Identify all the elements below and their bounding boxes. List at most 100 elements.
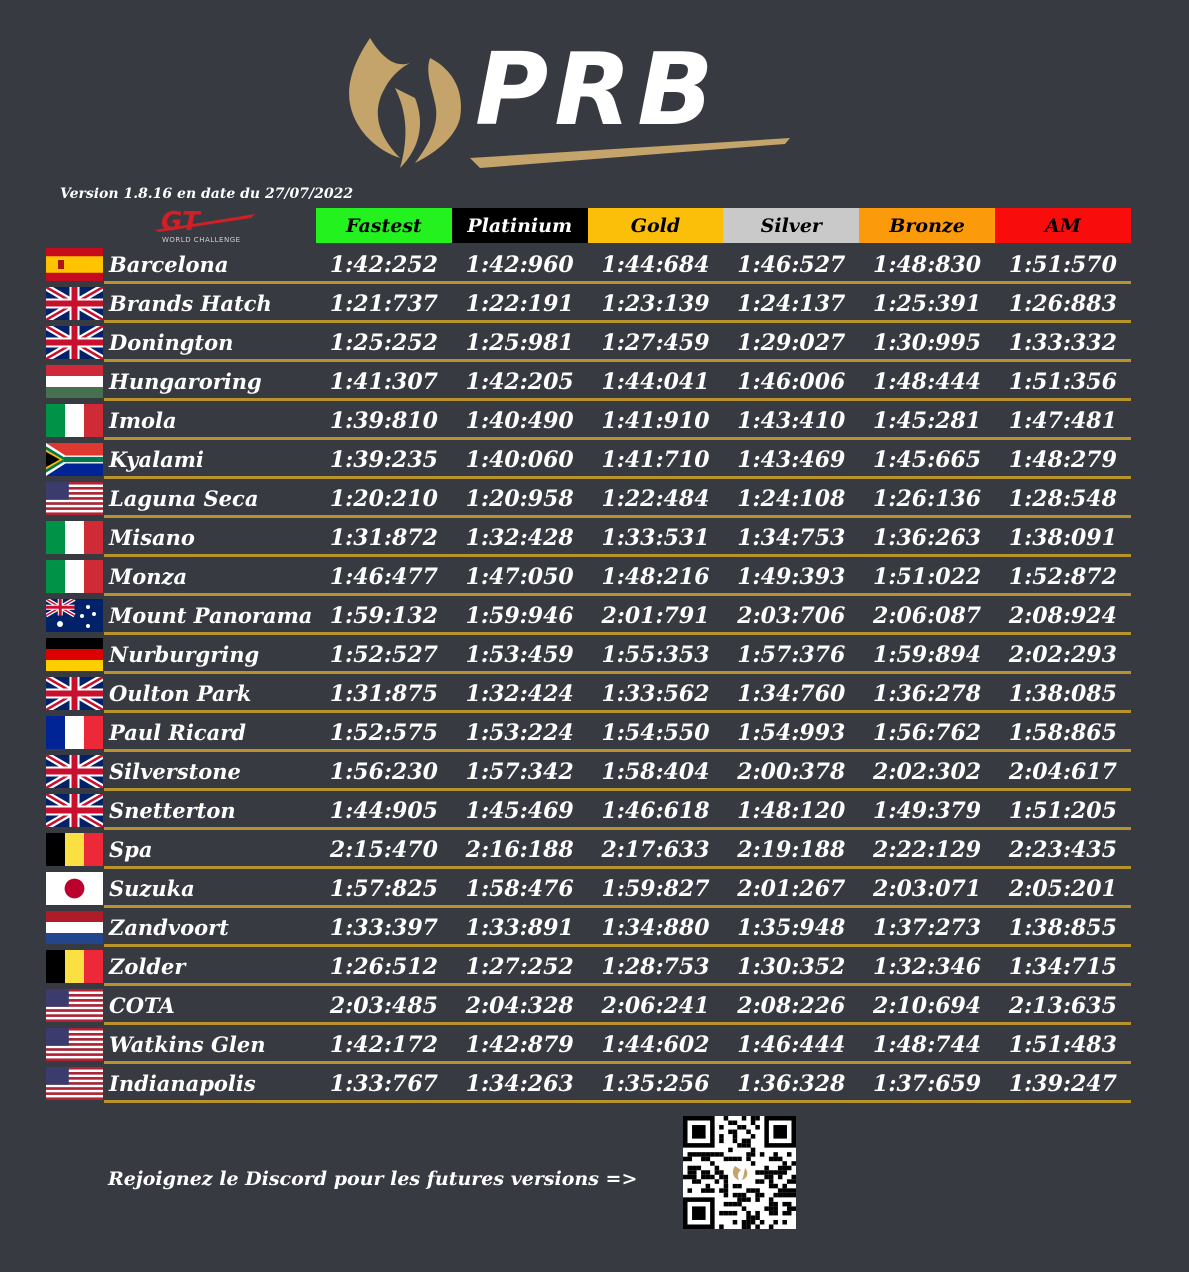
lap-time-bronze: 2:02:302 (873, 758, 982, 785)
row-divider (104, 671, 1131, 674)
belgium-flag-icon (46, 833, 103, 866)
lap-time-fastest: 1:25:252 (329, 329, 438, 356)
table-row: Donington 1:25:252 1:25:981 1:27:459 1:29:02… (46, 323, 1131, 362)
lap-time-fastest: 1:31:872 (329, 524, 438, 551)
row-divider (104, 866, 1131, 869)
table-row: Imola 1:39:810 1:40:490 1:41:910 1:43:410 1:4… (46, 401, 1131, 440)
lap-time-fastest: 1:33:767 (329, 1070, 438, 1097)
lap-time-gold: 1:35:256 (601, 1070, 710, 1097)
lap-time-platinium: 1:22:191 (465, 290, 574, 317)
lap-time-bronze: 1:36:263 (873, 524, 982, 551)
table-row: Spa 2:15:470 2:16:188 2:17:633 2:19:188 2:22:… (46, 830, 1131, 869)
lap-time-bronze: 1:59:894 (873, 641, 982, 668)
uk-flag-icon (46, 287, 103, 320)
table-row: Barcelona 1:42:252 1:42:960 1:44:684 1:46:52… (46, 245, 1131, 284)
row-divider (104, 398, 1131, 401)
table-row: Kyalami 1:39:235 1:40:060 1:41:710 1:43:469 1… (46, 440, 1131, 479)
table-row: Zandvoort 1:33:397 1:33:891 1:34:880 1:35:94… (46, 908, 1131, 947)
prb-phoenix-logo (349, 38, 790, 168)
table-row: Laguna Seca 1:20:210 1:20:958 1:22:484 1:24:… (46, 479, 1131, 518)
track-name: Mount Panorama (109, 603, 313, 628)
table-row: Misano 1:31:872 1:32:428 1:33:531 1:34:753 1:… (46, 518, 1131, 557)
row-divider (104, 827, 1131, 830)
lap-time-fastest: 1:41:307 (329, 368, 438, 395)
track-name: Barcelona (109, 252, 229, 277)
lap-time-gold: 1:58:404 (601, 758, 710, 785)
uk-flag-icon (46, 677, 103, 710)
lap-time-gold: 1:44:041 (601, 368, 710, 395)
lap-time-silver: 1:36:328 (737, 1070, 846, 1097)
lap-time-am: 2:23:435 (1008, 836, 1117, 863)
lap-time-bronze: 1:49:379 (873, 797, 982, 824)
lap-time-silver: 1:54:993 (737, 719, 846, 746)
lap-time-silver: 2:03:706 (737, 602, 846, 629)
lap-time-silver: 1:35:948 (737, 914, 846, 941)
belgium-flag-icon (46, 950, 103, 983)
lap-time-silver: 1:46:006 (737, 368, 846, 395)
lap-time-fastest: 1:52:527 (329, 641, 438, 668)
lap-time-gold: 1:44:684 (601, 251, 710, 278)
table-row: Paul Ricard 1:52:575 1:53:224 1:54:550 1:54:… (46, 713, 1131, 752)
usa-flag-icon (46, 989, 103, 1022)
lap-time-platinium: 1:53:459 (465, 641, 574, 668)
table-row: Mount Panorama 1:59:132 1:59:946 2:01:791 2:… (46, 596, 1131, 635)
version-text: Version 1.8.16 en date du 27/07/2022 (60, 186, 354, 202)
lap-time-gold: 1:34:880 (601, 914, 710, 941)
table-row: Monza 1:46:477 1:47:050 1:48:216 1:49:393 1:5… (46, 557, 1131, 596)
table-row: Nurburgring 1:52:527 1:53:459 1:55:353 1:57:… (46, 635, 1131, 674)
lap-time-silver: 1:24:108 (737, 485, 846, 512)
lap-time-am: 2:08:924 (1008, 602, 1117, 629)
prb-logo-text: PRB (475, 31, 720, 148)
lap-time-platinium: 2:16:188 (465, 836, 574, 863)
lap-time-fastest: 1:52:575 (329, 719, 438, 746)
usa-flag-icon (46, 1067, 103, 1100)
track-name: Donington (109, 330, 234, 355)
lap-time-platinium: 1:42:960 (465, 251, 574, 278)
lap-time-platinium: 1:57:342 (465, 758, 574, 785)
lap-time-fastest: 1:42:252 (329, 251, 438, 278)
lap-time-silver: 1:30:352 (737, 953, 846, 980)
lap-time-gold: 1:54:550 (601, 719, 710, 746)
lap-time-am: 2:05:201 (1008, 875, 1117, 902)
lap-time-silver: 2:00:378 (737, 758, 846, 785)
lap-time-bronze: 1:45:281 (873, 407, 982, 434)
row-divider (104, 281, 1131, 284)
lap-time-bronze: 1:30:995 (873, 329, 982, 356)
lap-time-am: 2:04:617 (1008, 758, 1117, 785)
lap-time-am: 1:26:883 (1008, 290, 1117, 317)
track-name: Zandvoort (109, 915, 229, 940)
qr-code-icon[interactable] (683, 1116, 796, 1229)
australia-flag-icon (46, 599, 103, 632)
track-name: Suzuka (109, 876, 195, 901)
track-name: Silverstone (109, 759, 241, 784)
lap-time-silver: 1:29:027 (737, 329, 846, 356)
hungary-flag-icon (46, 365, 103, 398)
lap-time-fastest: 1:26:512 (329, 953, 438, 980)
row-divider (104, 359, 1131, 362)
lap-time-platinium: 1:59:946 (465, 602, 574, 629)
lap-time-am: 1:28:548 (1008, 485, 1117, 512)
lap-time-bronze: 1:36:278 (873, 680, 982, 707)
lap-time-bronze: 1:48:744 (873, 1031, 982, 1058)
lap-time-bronze: 2:03:071 (873, 875, 982, 902)
column-header-am: AM (994, 208, 1131, 243)
lap-time-gold: 2:17:633 (601, 836, 710, 863)
lap-time-gold: 1:41:910 (601, 407, 710, 434)
lap-time-platinium: 2:04:328 (465, 992, 574, 1019)
column-header-gold: Gold (587, 208, 724, 243)
lap-time-gold: 1:59:827 (601, 875, 710, 902)
track-name: Zolder (109, 954, 186, 979)
row-divider (104, 944, 1131, 947)
lap-time-am: 1:38:091 (1008, 524, 1117, 551)
track-name: Laguna Seca (109, 486, 259, 511)
lap-time-fastest: 1:42:172 (329, 1031, 438, 1058)
lap-time-am: 1:51:483 (1008, 1031, 1117, 1058)
lap-time-bronze: 1:48:830 (873, 251, 982, 278)
lap-time-am: 1:39:247 (1008, 1070, 1117, 1097)
row-divider (104, 554, 1131, 557)
row-divider (104, 476, 1131, 479)
track-name: Misano (109, 525, 195, 550)
lap-time-gold: 1:23:139 (601, 290, 710, 317)
lap-time-fastest: 1:46:477 (329, 563, 438, 590)
lap-time-gold: 1:48:216 (601, 563, 710, 590)
